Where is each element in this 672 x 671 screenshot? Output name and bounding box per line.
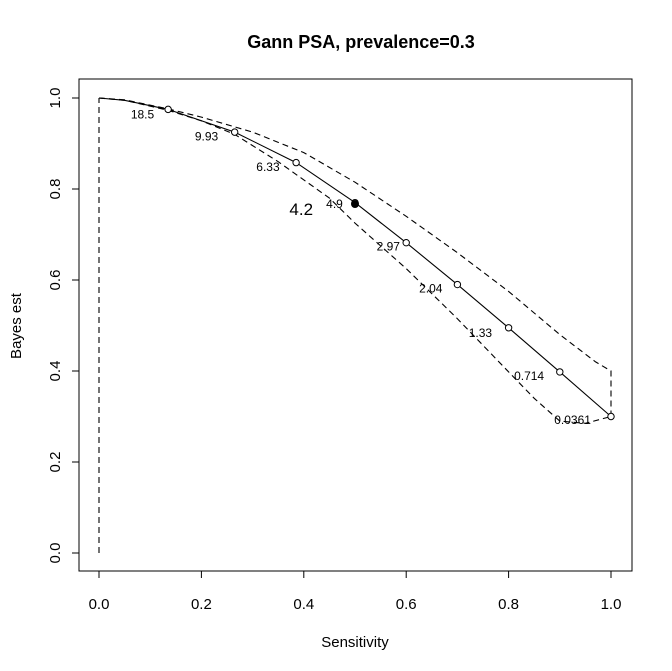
x-axis: 0.0 0.2 0.4 0.6 0.8 1.0 xyxy=(89,570,622,613)
cutoff-point xyxy=(230,128,239,136)
chart-title: Gann PSA, prevalence=0.3 xyxy=(247,32,475,52)
bound-line-1 xyxy=(98,97,612,417)
cutoff-point xyxy=(453,280,462,289)
cutoff-label: 4.9 xyxy=(326,197,343,211)
x-axis-label: Sensitivity xyxy=(321,634,389,651)
y-tick-label: 0.8 xyxy=(47,179,64,200)
x-tick-label: 0.6 xyxy=(396,596,417,613)
points-layer xyxy=(164,105,615,421)
highlight-label: 4.2 xyxy=(289,200,313,219)
y-axis-label: Bayes est xyxy=(8,292,25,359)
cutoff-point xyxy=(164,105,172,114)
cutoff-label: 1.33 xyxy=(469,326,493,340)
y-axis: 0.0 0.2 0.4 0.6 0.8 1.0 xyxy=(47,88,80,564)
cutoff-label: 0.0361 xyxy=(554,413,591,427)
cutoff-point xyxy=(292,158,300,167)
y-tick-label: 0.0 xyxy=(47,543,64,564)
cutoff-label: 2.04 xyxy=(419,282,443,296)
cutoff-label: 6.33 xyxy=(256,160,280,174)
y-tick-label: 0.2 xyxy=(47,452,64,473)
x-tick-label: 0.8 xyxy=(498,596,519,613)
cutoff-label: 18.5 xyxy=(131,107,155,121)
x-tick-label: 1.0 xyxy=(601,596,622,613)
cutoff-point xyxy=(402,238,410,247)
bound-line-2 xyxy=(98,97,612,424)
cutoff-point xyxy=(556,368,564,376)
cutoff-label: 9.93 xyxy=(195,129,219,143)
labels-layer: 18.5 9.93 6.33 4.9 2.97 2.04 1.33 0.714 0.0361 4.… xyxy=(131,107,591,427)
cutoff-label: 2.97 xyxy=(377,239,401,253)
cutoff-point xyxy=(607,412,615,421)
x-tick-label: 0.0 xyxy=(89,596,110,613)
series-layer xyxy=(98,97,612,553)
cutoff-point xyxy=(504,324,513,332)
y-tick-label: 1.0 xyxy=(47,88,64,109)
y-tick-label: 0.4 xyxy=(47,361,64,382)
x-tick-label: 0.2 xyxy=(191,596,212,613)
cutoff-label: 0.714 xyxy=(514,369,544,383)
highlight-point xyxy=(351,200,359,209)
x-tick-label: 0.4 xyxy=(293,596,314,613)
y-tick-label: 0.6 xyxy=(47,270,64,291)
